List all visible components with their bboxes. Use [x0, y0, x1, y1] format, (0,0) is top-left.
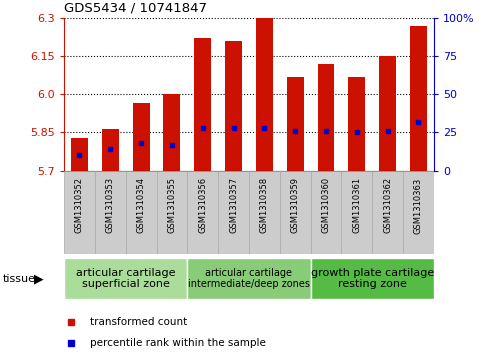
- Bar: [379, 56, 396, 171]
- Bar: [157, 171, 187, 254]
- Text: GSM1310355: GSM1310355: [168, 177, 176, 233]
- Bar: [410, 26, 427, 171]
- Bar: [71, 138, 88, 171]
- Bar: [287, 77, 304, 171]
- Bar: [317, 64, 334, 171]
- Bar: [403, 171, 434, 254]
- Bar: [225, 41, 242, 171]
- Text: percentile rank within the sample: percentile rank within the sample: [90, 338, 266, 347]
- Text: GSM1310356: GSM1310356: [198, 177, 207, 233]
- Bar: [133, 103, 149, 171]
- Bar: [102, 129, 119, 171]
- Bar: [187, 258, 311, 299]
- Text: ▶: ▶: [34, 272, 43, 285]
- Text: growth plate cartilage
resting zone: growth plate cartilage resting zone: [311, 268, 434, 289]
- Bar: [280, 171, 311, 254]
- Bar: [187, 171, 218, 254]
- Text: articular cartilage
intermediate/deep zones: articular cartilage intermediate/deep zo…: [188, 268, 310, 289]
- Bar: [194, 38, 211, 171]
- Text: GSM1310363: GSM1310363: [414, 177, 423, 233]
- Text: GSM1310359: GSM1310359: [291, 177, 300, 233]
- Bar: [249, 171, 280, 254]
- Bar: [372, 171, 403, 254]
- Text: GSM1310362: GSM1310362: [383, 177, 392, 233]
- Bar: [64, 171, 95, 254]
- Text: GSM1310361: GSM1310361: [352, 177, 361, 233]
- Text: GSM1310360: GSM1310360: [321, 177, 330, 233]
- Bar: [349, 77, 365, 171]
- Bar: [311, 171, 341, 254]
- Text: GSM1310353: GSM1310353: [106, 177, 115, 233]
- Bar: [311, 258, 434, 299]
- Bar: [218, 171, 249, 254]
- Text: GSM1310352: GSM1310352: [75, 177, 84, 233]
- Bar: [95, 171, 126, 254]
- Text: GSM1310357: GSM1310357: [229, 177, 238, 233]
- Text: GDS5434 / 10741847: GDS5434 / 10741847: [64, 1, 207, 14]
- Text: GSM1310358: GSM1310358: [260, 177, 269, 233]
- Bar: [164, 94, 180, 171]
- Bar: [64, 258, 187, 299]
- Bar: [341, 171, 372, 254]
- Text: transformed count: transformed count: [90, 317, 187, 327]
- Text: articular cartilage
superficial zone: articular cartilage superficial zone: [76, 268, 176, 289]
- Text: tissue: tissue: [2, 274, 35, 284]
- Bar: [256, 18, 273, 171]
- Bar: [126, 171, 157, 254]
- Text: GSM1310354: GSM1310354: [137, 177, 145, 233]
